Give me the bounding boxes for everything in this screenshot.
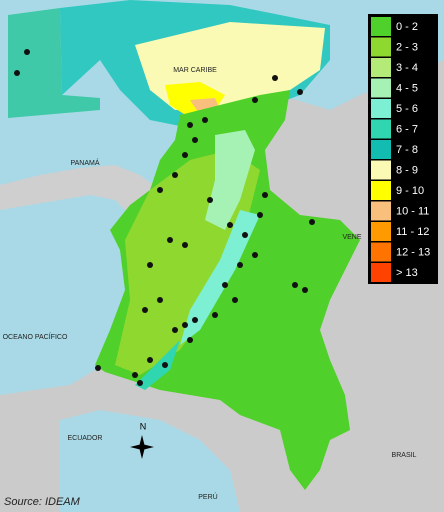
place-labels: MAR CARIBE PANAMÁ VENE OCEANO PACÍFICO ECUAD… (3, 67, 417, 501)
legend-swatch (371, 37, 391, 57)
san-andres-area (8, 8, 100, 118)
place-label: ECUADOR (67, 435, 102, 442)
legend-swatch (371, 99, 391, 118)
legend-label: 2 - 3 (396, 41, 418, 53)
legend-swatch (371, 201, 391, 221)
legend: 0 - 2 2 - 3 3 - 4 4 - 5 5 - 6 6 - 7 7 - 8 8 - 9… (371, 17, 430, 282)
place-label: VENE (342, 234, 361, 241)
legend-label: > 13 (396, 267, 418, 279)
legend-swatch (371, 181, 391, 200)
legend-label: 4 - 5 (396, 82, 418, 94)
legend-label: 5 - 6 (396, 103, 418, 115)
compass (130, 435, 154, 459)
compass-label: N (140, 421, 147, 431)
place-label: PANAMÁ (70, 158, 99, 167)
valley-zone2 (180, 210, 260, 345)
pacific-coast (135, 340, 180, 390)
place-label: OCEANO PACÍFICO (3, 332, 68, 341)
legend-label: 10 - 11 (396, 205, 429, 217)
place-label: MAR CARIBE (173, 67, 217, 74)
legend-swatch (371, 119, 391, 139)
place-label: PERÚ (198, 492, 217, 501)
legend-label: 8 - 9 (396, 164, 418, 176)
legend-label: 7 - 8 (396, 144, 418, 156)
legend-swatch (371, 140, 391, 159)
place-label: BRASIL (392, 452, 417, 459)
legend-swatch (371, 160, 391, 180)
legend-swatch (371, 17, 391, 36)
central-america (0, 165, 160, 215)
legend-swatch (371, 58, 391, 77)
valley-zone (205, 130, 255, 230)
legend-label: 3 - 4 (396, 62, 418, 74)
stations (14, 49, 315, 386)
legend-label: 11 - 12 (396, 226, 429, 238)
source: Source: IDEAM (4, 496, 81, 508)
legend-swatch (371, 263, 391, 282)
legend-label: 12 - 13 (396, 246, 430, 258)
legend-swatch (371, 78, 391, 98)
legend-label: 6 - 7 (396, 123, 418, 135)
legend-swatch (371, 242, 391, 262)
legend-label: 9 - 10 (396, 185, 424, 197)
legend-label: 0 - 2 (396, 21, 418, 33)
legend-swatch (371, 222, 391, 241)
